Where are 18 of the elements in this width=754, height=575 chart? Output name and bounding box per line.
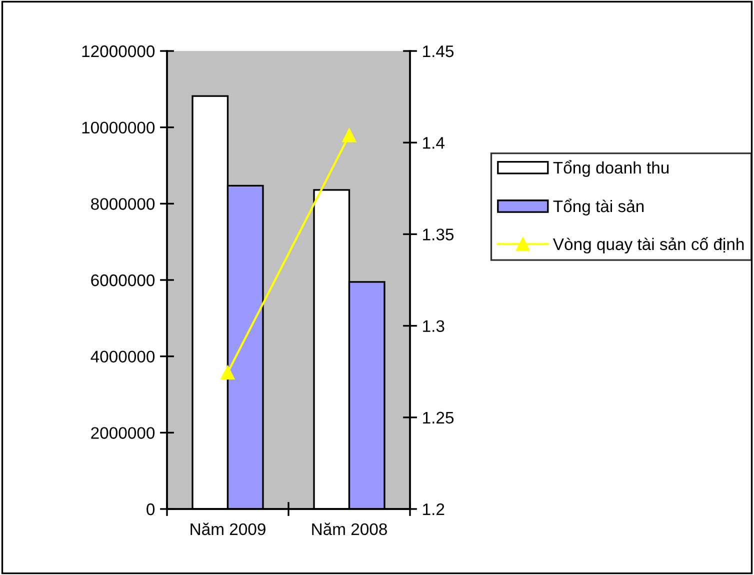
y-tick-label: 0 bbox=[146, 503, 155, 516]
y-tick-label: 10000000 bbox=[82, 122, 155, 134]
y2-tick-label: 1.25 bbox=[423, 412, 454, 424]
y2-tick-label: 1.2 bbox=[423, 503, 444, 516]
y-tick-label: 8000000 bbox=[91, 198, 155, 210]
y2-tick-label: 1.3 bbox=[423, 320, 444, 332]
legend-label: Vòng quay tài sản cố định bbox=[552, 237, 744, 254]
x-tick-label: Năm 2009 bbox=[190, 522, 266, 536]
legend-label: Tổng doanh thu bbox=[553, 160, 669, 177]
y-tick-label: 4000000 bbox=[90, 350, 155, 363]
y2-tick-label: 1.4 bbox=[423, 137, 444, 149]
y2-tick-label: 1.45 bbox=[423, 46, 454, 58]
legend-label: Tổng tài sản bbox=[553, 198, 644, 216]
y2-tick-label: 1.35 bbox=[423, 228, 454, 240]
y-tick-label: 6000000 bbox=[91, 274, 155, 286]
x-tick-label: Năm 2008 bbox=[312, 522, 387, 536]
y-tick-label: 12000000 bbox=[82, 45, 155, 58]
y-tick-label: 2000000 bbox=[91, 427, 155, 439]
